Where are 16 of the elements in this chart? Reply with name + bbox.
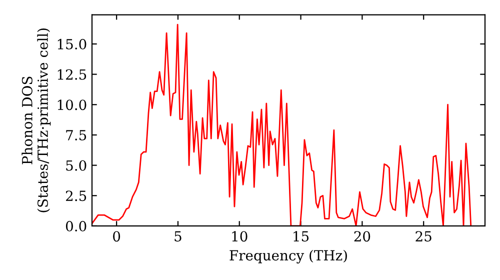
x-tick-label: 5 (174, 231, 182, 242)
x-axis-title: Frequency (THz) (230, 250, 347, 264)
y-tick-label: 2.5 (66, 190, 86, 202)
y-tick-label: 10.0 (58, 100, 86, 110)
y-tick-label: 5.0 (66, 160, 86, 171)
y-tick-label: 0.0 (66, 220, 86, 232)
x-tick-label: 15 (294, 231, 309, 242)
y-tick-label: 7.5 (66, 130, 86, 140)
x-tick-label: 20 (354, 231, 370, 242)
line-series (92, 24, 472, 226)
y-tick-label: 12.5 (58, 69, 86, 80)
x-tick-label: 25 (416, 231, 432, 242)
y-axis-title: Phonon DOS (States/THz·primitive cell) (22, 28, 51, 212)
x-tick-label: 10 (232, 231, 248, 242)
y-tick-label: 15.0 (58, 38, 86, 50)
x-tick-label: 0 (113, 231, 120, 242)
